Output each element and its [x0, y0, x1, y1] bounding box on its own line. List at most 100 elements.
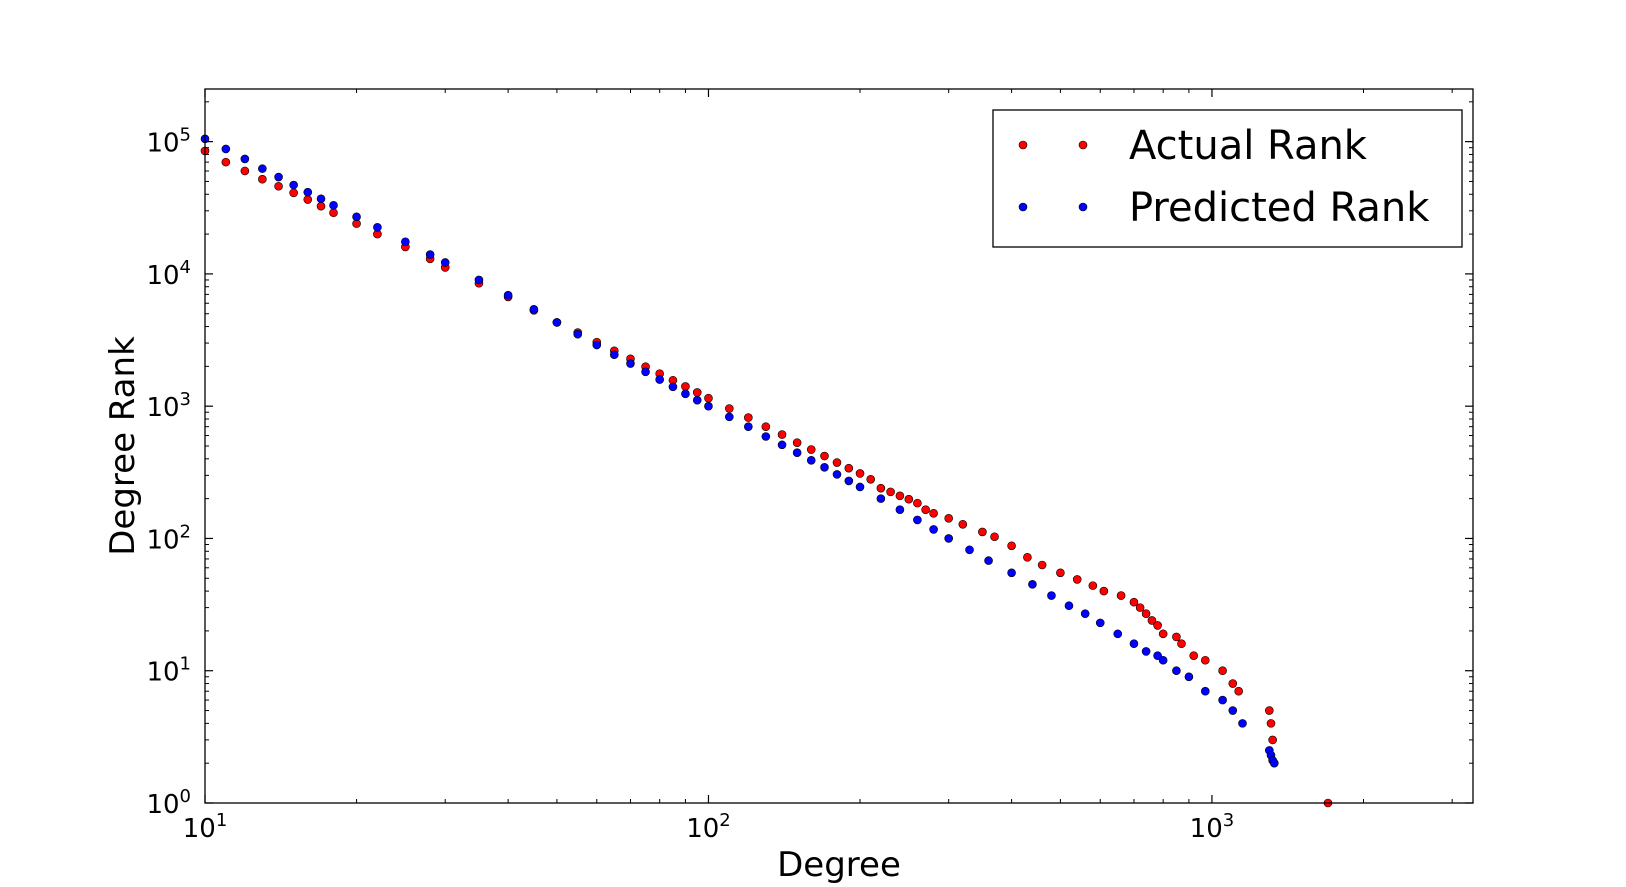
predicted-rank-point: [1080, 609, 1090, 618]
y-tick-base: 10: [146, 393, 179, 423]
predicted-rank-point: [895, 505, 905, 514]
predicted-rank-point: [1228, 706, 1238, 715]
actual-rank-point: [921, 505, 930, 514]
actual-rank-point: [1158, 629, 1168, 639]
actual-rank-point: [744, 413, 753, 422]
actual-rank-point: [832, 458, 842, 467]
points-layer: [200, 134, 1333, 808]
predicted-rank-point: [529, 305, 539, 314]
legend-label: Actual Rank: [1129, 123, 1368, 169]
predicted-rank-point: [221, 144, 231, 154]
predicted-rank-point: [1158, 655, 1168, 665]
legend-box: [992, 109, 1463, 248]
predicted-rank-point: [806, 455, 816, 465]
x-tick-label: 103: [1190, 810, 1235, 844]
predicted-rank-point: [274, 172, 283, 182]
predicted-rank-point: [474, 275, 484, 285]
actual-rank-point: [1116, 591, 1126, 600]
predicted-rank-point: [352, 212, 361, 222]
actual-rank-point: [876, 483, 886, 493]
predicted-rank-point: [573, 329, 583, 339]
predicted-rank-point: [401, 237, 410, 247]
predicted-rank-point: [641, 367, 650, 377]
actual-rank-point: [289, 188, 298, 198]
actual-rank-point: [990, 532, 999, 542]
actual-rank-point: [240, 166, 250, 176]
predicted-rank-point: [1218, 695, 1227, 705]
predicted-rank-point: [1028, 580, 1037, 589]
y-tick-exponent: 0: [180, 786, 191, 807]
predicted-rank-point: [792, 448, 802, 457]
actual-rank-point: [329, 208, 338, 218]
y-tick-label: 101: [146, 654, 191, 688]
predicted-rank-point: [609, 350, 619, 360]
actual-rank-point: [1135, 603, 1145, 612]
legend-label: Predicted Rank: [1129, 185, 1430, 231]
actual-rank-point: [929, 508, 938, 518]
actual-rank-point: [866, 475, 875, 484]
actual-rank-point: [958, 519, 968, 529]
actual-rank-point: [1200, 655, 1210, 665]
actual-rank-point: [1099, 586, 1109, 596]
predicted-rank-point: [704, 401, 713, 411]
predicted-rank-point: [777, 440, 787, 450]
predicted-rank-point: [855, 482, 865, 492]
actual-rank-point: [692, 388, 702, 397]
predicted-rank-point: [373, 223, 382, 232]
predicted-rank-point: [984, 556, 993, 565]
actual-rank-point: [944, 514, 953, 523]
actual-rank-point: [1037, 560, 1047, 570]
predicted-rank-point: [744, 422, 753, 431]
actual-rank-point: [761, 422, 771, 431]
x-tick-base: 10: [183, 814, 216, 844]
legend-marker: [1018, 202, 1028, 212]
y-tick-label: 100: [146, 786, 191, 820]
actual-rank-point: [1129, 597, 1139, 607]
predicted-rank-point: [1064, 601, 1074, 611]
y-tick-label: 105: [146, 125, 191, 159]
x-tick-label: 101: [183, 810, 228, 844]
actual-rank-point: [258, 174, 267, 184]
predicted-rank-point: [258, 164, 267, 173]
predicted-rank-point: [725, 412, 734, 422]
predicted-rank-point: [289, 180, 298, 190]
x-tick-base: 10: [1190, 814, 1223, 844]
predicted-rank-point: [692, 395, 702, 405]
predicted-rank-point: [1172, 666, 1181, 676]
actual-rank-point: [886, 487, 895, 497]
legend-marker: [1078, 202, 1088, 212]
actual-rank-point: [1218, 666, 1227, 676]
predicted-rank-point: [503, 290, 513, 300]
y-tick-base: 10: [146, 525, 179, 555]
actual-rank-point: [274, 181, 283, 191]
actual-rank-point: [895, 491, 905, 501]
predicted-rank-point: [1047, 591, 1056, 600]
predicted-rank-point: [1269, 758, 1279, 768]
actual-rank-point: [855, 469, 865, 478]
actual-rank-point: [1153, 621, 1162, 630]
predicted-rank-point: [761, 432, 771, 441]
predicted-rank-point: [876, 494, 886, 503]
actual-rank-point: [1141, 609, 1151, 618]
predicted-rank-point: [844, 476, 854, 486]
actual-rank-point: [1088, 581, 1098, 590]
actual-rank-point: [1147, 616, 1157, 625]
y-tick-label: 104: [146, 257, 191, 291]
y-tick-exponent: 5: [180, 125, 191, 146]
y-tick-exponent: 4: [180, 257, 191, 278]
actual-rank-point: [1056, 568, 1065, 578]
actual-rank-point: [844, 463, 854, 473]
x-tick-label: 102: [686, 810, 731, 844]
y-tick-base: 10: [146, 790, 179, 820]
predicted-rank-point: [626, 359, 635, 368]
actual-rank-point: [221, 157, 231, 167]
predicted-rank-point: [1141, 647, 1151, 656]
legend-marker: [1018, 140, 1028, 150]
actual-rank-point: [1228, 679, 1238, 688]
actual-rank-point: [978, 527, 987, 537]
actual-rank-point: [1266, 719, 1276, 728]
predicted-rank-point: [1238, 719, 1247, 728]
actual-rank-point: [806, 445, 816, 454]
predicted-rank-point: [1184, 672, 1194, 682]
